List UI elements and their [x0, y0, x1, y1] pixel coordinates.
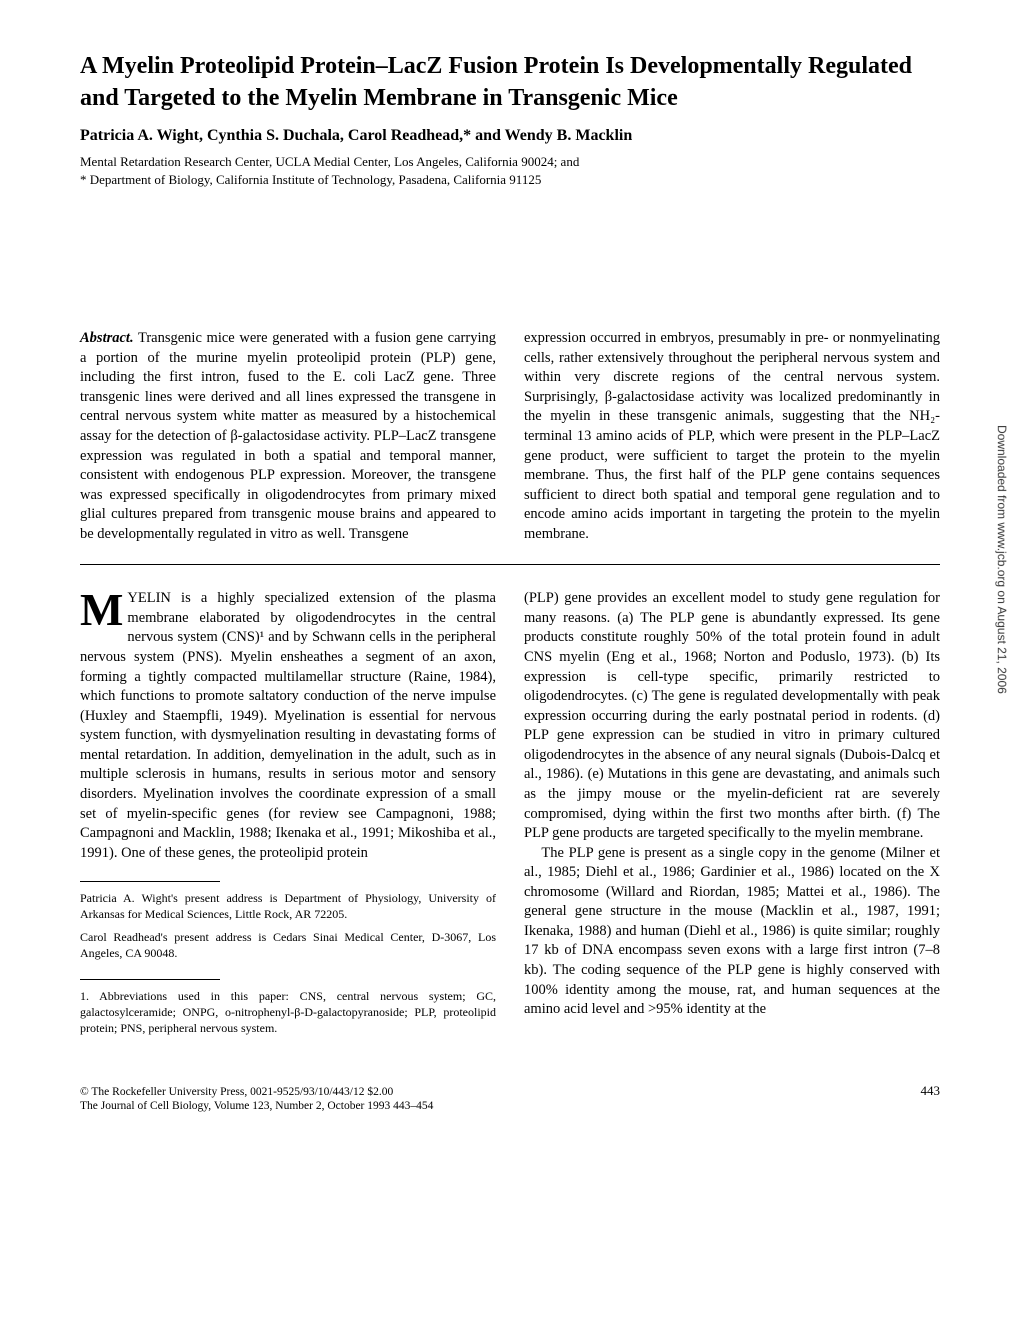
body-column-right: (PLP) gene provides an excellent model t… — [524, 589, 940, 1042]
abstract-label: Abstract. — [80, 330, 134, 346]
article-title: A Myelin Proteolipid Protein–LacZ Fusion… — [80, 50, 940, 115]
abstract-column-left: Abstract. Transgenic mice were generated… — [80, 329, 496, 544]
authors-line: Patricia A. Wight, Cynthia S. Duchala, C… — [80, 127, 940, 145]
footnote-divider-2 — [80, 979, 220, 980]
abstract-text-left: Transgenic mice were generated with a fu… — [80, 330, 496, 542]
footnote-divider-1 — [80, 881, 220, 882]
body-section: MYELIN is a highly specialized extension… — [80, 589, 940, 1042]
affiliations: Mental Retardation Research Center, UCLA… — [80, 153, 940, 189]
section-divider — [80, 564, 940, 565]
dropcap-letter: M — [80, 589, 127, 629]
footnote-abbreviations: 1. Abbreviations used in this paper: CNS… — [80, 988, 496, 1037]
body-paragraph-1: MYELIN is a highly specialized extension… — [80, 589, 496, 863]
footnote-address-2: Carol Readhead's present address is Ceda… — [80, 929, 496, 961]
body-paragraph-3: The PLP gene is present as a single copy… — [524, 844, 940, 1020]
page-number: 443 — [921, 1083, 941, 1100]
page-footer: © The Rockefeller University Press, 0021… — [80, 1083, 940, 1115]
copyright-line: © The Rockefeller University Press, 0021… — [80, 1085, 873, 1100]
body-paragraph-2: (PLP) gene provides an excellent model t… — [524, 589, 940, 843]
body-text-left: YELIN is a highly specialized extension … — [80, 590, 496, 860]
download-watermark: Downloaded from www.jcb.org on August 21… — [995, 425, 1009, 694]
abstract-column-right: expression occurred in embryos, presumab… — [524, 329, 940, 544]
affiliation-1: Mental Retardation Research Center, UCLA… — [80, 153, 940, 171]
affiliation-2: * Department of Biology, California Inst… — [80, 171, 940, 189]
body-column-left: MYELIN is a highly specialized extension… — [80, 589, 496, 1042]
footnote-address-1: Patricia A. Wight's present address is D… — [80, 890, 496, 922]
abstract-text-right: expression occurred in embryos, presumab… — [524, 330, 940, 542]
abstract-section: Abstract. Transgenic mice were generated… — [80, 329, 940, 544]
journal-citation: The Journal of Cell Biology, Volume 123,… — [80, 1099, 873, 1114]
